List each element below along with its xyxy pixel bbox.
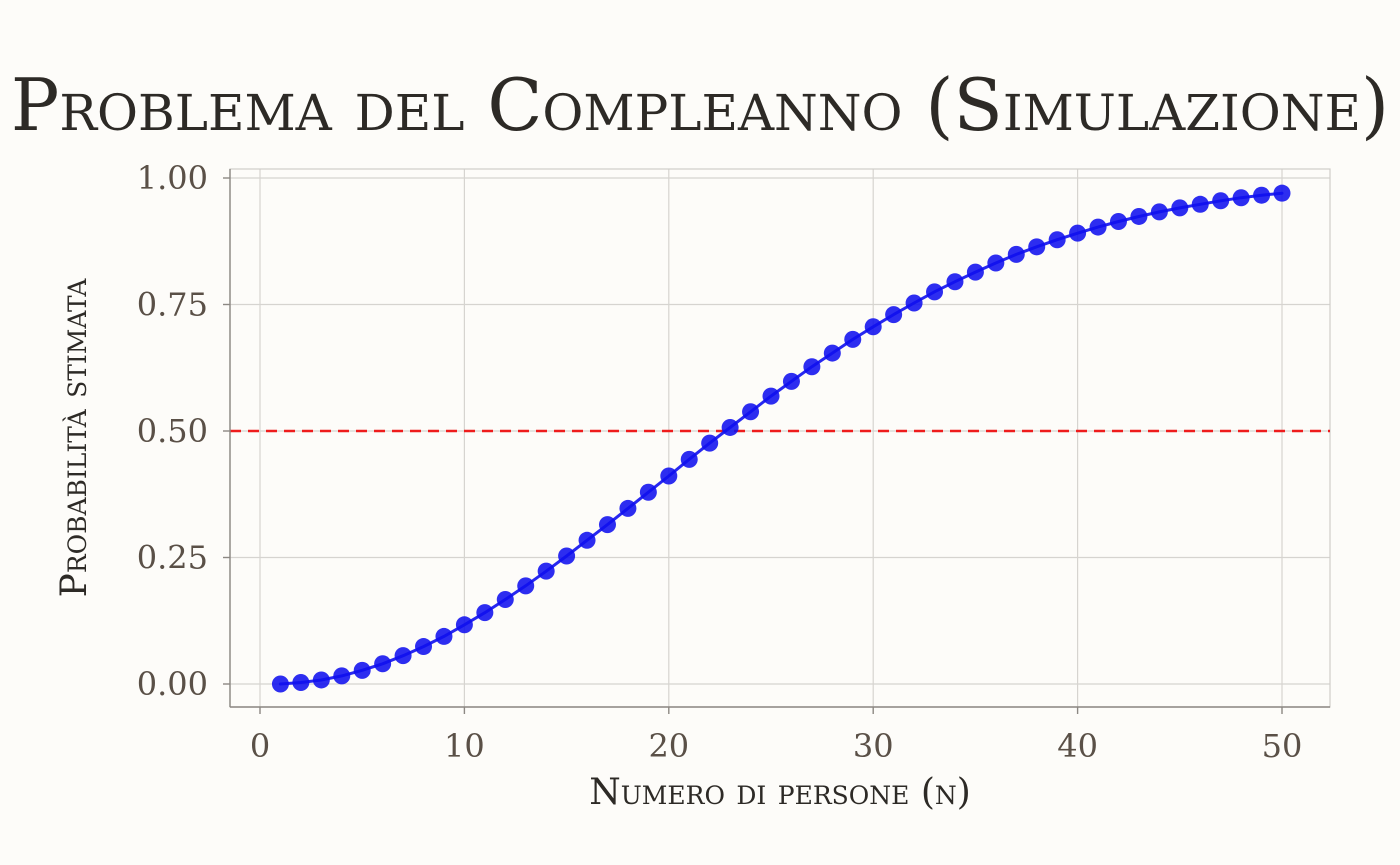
x-tick-label-1: 10: [444, 727, 485, 765]
data-point-0-34: [966, 263, 984, 281]
data-point-0-36: [1007, 245, 1025, 263]
series-group: [271, 184, 1291, 693]
data-point-0-47: [1232, 189, 1250, 207]
data-point-0-8: [435, 627, 453, 645]
data-point-0-25: [782, 372, 800, 390]
data-point-0-19: [660, 467, 678, 485]
data-point-0-13: [537, 562, 555, 580]
data-point-0-17: [619, 499, 637, 517]
data-point-0-40: [1089, 218, 1107, 236]
data-point-0-22: [721, 418, 739, 436]
data-point-0-27: [823, 344, 841, 362]
data-point-0-11: [496, 590, 514, 608]
x-tick-label-5: 50: [1262, 727, 1303, 765]
data-point-0-3: [333, 667, 351, 685]
y-tick-label-1: 0.25: [137, 539, 208, 577]
data-point-0-14: [558, 547, 576, 565]
data-point-0-39: [1069, 224, 1087, 242]
data-point-0-48: [1253, 186, 1271, 204]
data-point-0-7: [415, 638, 433, 656]
data-point-0-28: [844, 330, 862, 348]
data-point-0-24: [762, 387, 780, 405]
data-point-0-20: [680, 450, 698, 468]
data-point-0-5: [374, 655, 392, 673]
data-point-0-32: [926, 283, 944, 301]
data-point-0-37: [1028, 238, 1046, 256]
data-point-0-10: [476, 604, 494, 622]
data-point-0-9: [455, 616, 473, 634]
data-point-0-44: [1171, 199, 1189, 217]
y-tick-label-0: 0.00: [137, 665, 208, 703]
data-point-0-38: [1048, 231, 1066, 249]
y-axis-title: Probabilità stimata: [54, 278, 95, 598]
data-point-0-46: [1212, 192, 1230, 210]
x-tick-label-3: 30: [853, 727, 894, 765]
chart-title: Problema del Compleanno (Simulazione): [11, 63, 1389, 147]
data-point-0-49: [1273, 184, 1291, 202]
x-tick-label-2: 20: [648, 727, 689, 765]
x-axis-title: Numero di persone (n): [589, 772, 971, 813]
data-point-0-23: [742, 403, 760, 421]
data-point-0-29: [864, 318, 882, 336]
data-point-0-18: [639, 483, 657, 501]
data-point-0-45: [1191, 195, 1209, 213]
data-point-0-1: [292, 673, 310, 691]
data-point-0-33: [946, 273, 964, 291]
data-point-0-15: [578, 531, 596, 549]
y-tick-label-2: 0.50: [137, 412, 208, 450]
data-point-0-35: [987, 254, 1005, 272]
y-tick-label-3: 0.75: [137, 286, 208, 324]
data-point-0-43: [1150, 203, 1168, 221]
x-tick-label-4: 40: [1057, 727, 1098, 765]
axes: 0 10 20 30 40 50 0.00 0.25 0.50 0.75 1.00: [137, 159, 1330, 765]
data-point-0-31: [905, 294, 923, 312]
data-point-0-42: [1130, 207, 1148, 225]
data-point-0-6: [394, 647, 412, 665]
data-point-0-41: [1109, 213, 1127, 231]
data-point-0-16: [598, 516, 616, 534]
data-point-0-4: [353, 661, 371, 679]
data-point-0-30: [885, 306, 903, 324]
data-point-0-26: [803, 358, 821, 376]
data-point-0-2: [312, 671, 330, 689]
x-tick-label-0: 0: [250, 727, 270, 765]
data-point-0-0: [271, 675, 289, 693]
data-point-0-12: [517, 577, 535, 595]
y-tick-label-4: 1.00: [137, 159, 208, 197]
data-point-0-21: [701, 434, 719, 452]
